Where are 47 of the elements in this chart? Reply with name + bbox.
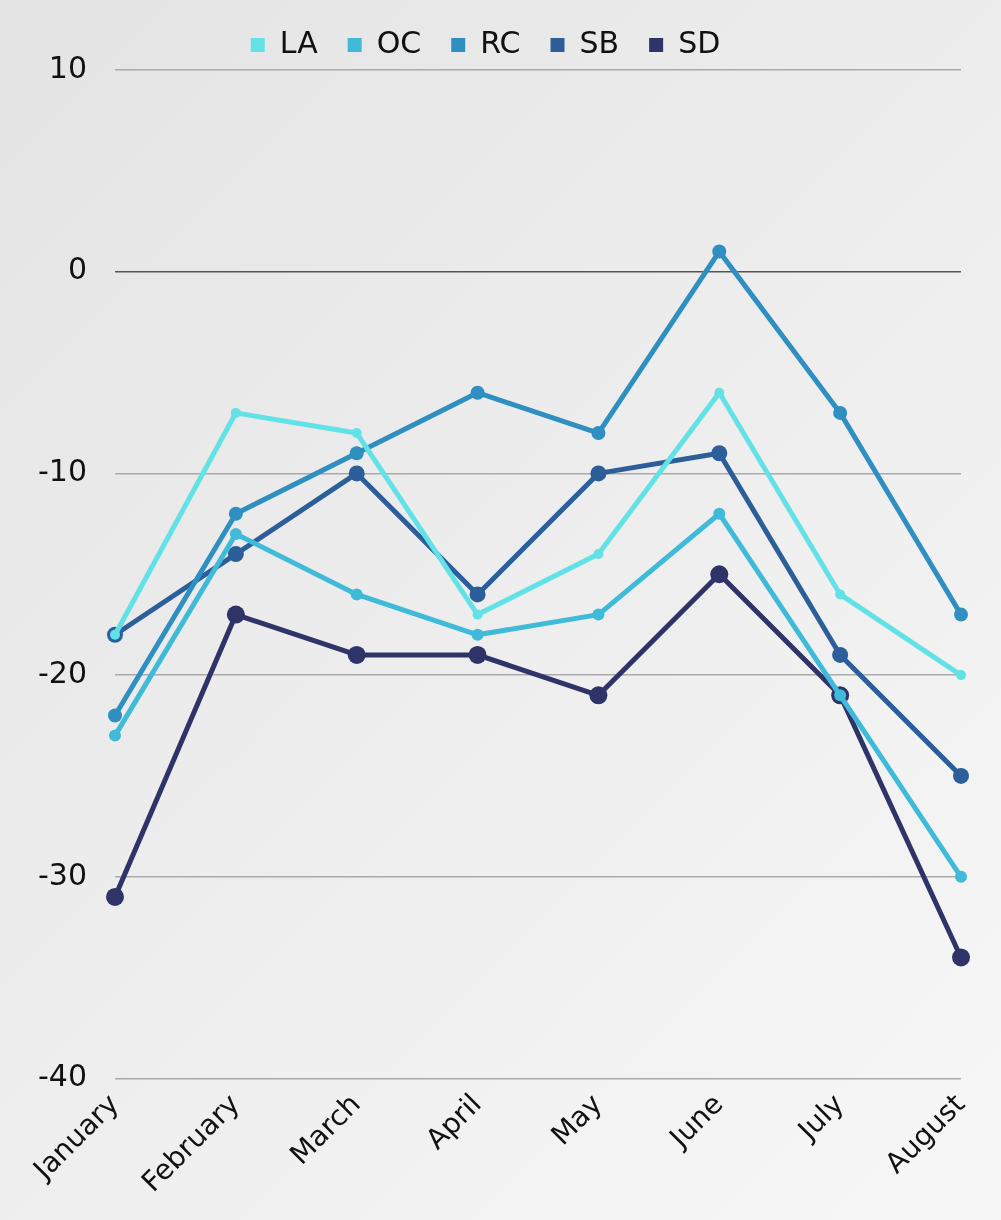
point — [468, 645, 487, 664]
point — [351, 428, 362, 439]
point — [108, 708, 122, 723]
y-tick-label: 0 — [67, 251, 87, 287]
point — [229, 527, 242, 540]
point — [471, 628, 484, 641]
point — [472, 609, 483, 620]
y-tick-label: 10 — [48, 49, 87, 85]
point — [590, 465, 607, 482]
legend-label: SB — [579, 24, 620, 60]
point — [713, 507, 726, 520]
point — [593, 549, 604, 560]
point — [710, 565, 729, 584]
point — [711, 445, 728, 462]
point — [712, 244, 727, 259]
point — [954, 607, 968, 622]
legend-label: SD — [678, 24, 721, 60]
point — [955, 870, 967, 883]
point — [956, 670, 966, 681]
y-tick-label: -40 — [38, 1058, 87, 1094]
point — [592, 608, 605, 621]
point — [106, 887, 124, 906]
point — [469, 586, 486, 603]
point — [348, 465, 365, 482]
point — [470, 385, 485, 400]
point — [714, 387, 725, 398]
point — [227, 546, 244, 563]
point — [230, 407, 241, 418]
point — [349, 446, 364, 461]
y-tick-label: -10 — [38, 453, 87, 489]
point — [226, 605, 245, 624]
point — [347, 645, 366, 664]
legend-label: RC — [480, 24, 521, 60]
y-tick-label: -20 — [38, 654, 87, 690]
legend-label: LA — [279, 24, 319, 60]
point — [109, 729, 121, 742]
point — [228, 506, 243, 521]
point — [591, 426, 606, 441]
point — [953, 767, 969, 784]
point — [350, 588, 363, 601]
point — [589, 686, 608, 705]
point — [833, 405, 848, 420]
point — [835, 589, 846, 600]
point — [952, 948, 970, 967]
legend-label: OC — [376, 24, 422, 60]
point — [832, 646, 849, 663]
y-tick-label: -30 — [38, 856, 87, 892]
